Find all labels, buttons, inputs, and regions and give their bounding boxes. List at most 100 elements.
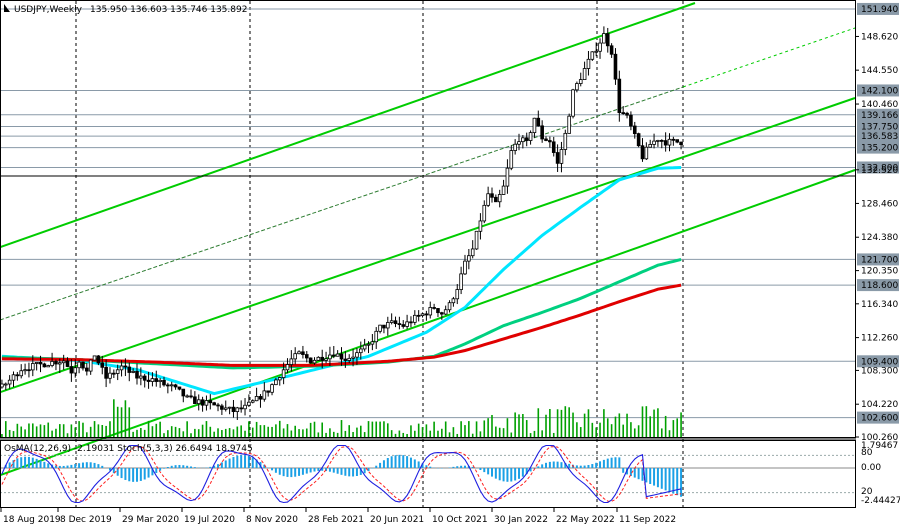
candle-body — [69, 366, 74, 374]
candle-body — [104, 366, 108, 379]
candle-body — [281, 369, 286, 378]
candle-body — [370, 341, 375, 345]
candle-body — [220, 405, 224, 410]
candle-body — [644, 146, 649, 160]
price-tick-label: 121.700 — [861, 255, 898, 265]
candle-body — [594, 50, 598, 53]
candle-body — [586, 58, 591, 69]
candle-body — [467, 255, 471, 262]
candle-body — [88, 359, 93, 372]
candle-body — [146, 379, 151, 382]
candle-body — [621, 112, 625, 115]
oscillator-header: OsMA(12,26,9) -2.19031 Stoch(5,3,3) 26.6… — [4, 444, 253, 454]
candle-body — [270, 384, 274, 393]
candle-body — [285, 364, 290, 371]
candle-body — [227, 406, 232, 409]
price-tick-label: 108.300 — [861, 366, 898, 376]
time-tick-label: 20 Jun 2021 — [370, 515, 424, 525]
candle-body — [551, 141, 556, 153]
candle-body — [598, 42, 602, 52]
candle-body — [679, 141, 683, 146]
candle-body — [447, 302, 452, 311]
candle-body — [609, 45, 614, 55]
price-level-tag — [857, 108, 899, 121]
candle-body — [166, 384, 170, 387]
candle-body — [154, 378, 159, 382]
main-frame — [0, 0, 856, 438]
symbol-arrow-icon — [4, 4, 10, 12]
candle-body — [58, 362, 62, 365]
candle-body — [3, 383, 8, 386]
oscillator-tick-label: -2.44427 — [861, 496, 900, 506]
candles — [0, 26, 683, 420]
candle-body — [517, 141, 521, 145]
time-tick-label: 8 Dec 2019 — [60, 515, 112, 525]
price-tick-label: 148.620 — [861, 32, 898, 42]
candle-body — [112, 372, 116, 375]
candle-body — [30, 363, 35, 371]
candle-body — [308, 357, 313, 364]
price-level-tag — [857, 84, 899, 97]
candle-body — [231, 406, 236, 413]
candle-body — [250, 400, 255, 403]
candle-body — [659, 140, 664, 142]
candle-body — [258, 396, 263, 400]
channel-extension-line — [682, 27, 856, 88]
candle-body — [455, 289, 460, 300]
candle-body — [386, 322, 390, 329]
candle-body — [625, 112, 629, 116]
candle-body — [478, 220, 483, 232]
price-tick-label: 137.750 — [861, 122, 898, 132]
candle-body — [212, 402, 216, 406]
candle-body — [27, 369, 31, 372]
time-tick-label: 18 Aug 2019 — [3, 515, 61, 525]
candle-body — [85, 367, 89, 372]
price-level-tag — [857, 355, 899, 368]
price-tick-label: 104.220 — [861, 400, 898, 410]
price-tick-label: 142.100 — [861, 86, 898, 96]
candle-body — [19, 370, 24, 377]
time-tick-label: 8 Nov 2020 — [246, 515, 298, 525]
candle-body — [501, 185, 506, 195]
candle-body — [443, 309, 448, 315]
price-tick-label: 135.200 — [861, 144, 898, 154]
candle-body — [139, 375, 143, 379]
price-tick-label: 132.520 — [861, 166, 898, 176]
candle-body — [652, 140, 656, 145]
candle-body — [544, 138, 548, 141]
candle-body — [605, 33, 610, 47]
price-level-tag — [857, 141, 899, 154]
candle-body — [200, 399, 205, 406]
candle-body — [243, 404, 247, 410]
candle-body — [331, 354, 336, 357]
candle-body — [567, 115, 571, 134]
candle-body — [389, 320, 394, 323]
candle-body — [293, 353, 297, 360]
candle-body — [15, 374, 20, 377]
candle-body — [169, 384, 174, 387]
channel-line — [0, 2, 696, 249]
candle-body — [38, 361, 43, 365]
symbol-label: USDJPY,Weekly — [14, 5, 83, 15]
candle-body — [470, 248, 475, 257]
candle-body — [436, 308, 440, 314]
candle-body — [142, 375, 147, 381]
candle-body — [50, 361, 54, 366]
candle-body — [100, 362, 105, 368]
candle-body — [162, 379, 166, 386]
candle-body — [339, 353, 344, 360]
candle-body — [324, 358, 328, 361]
candle-body — [193, 396, 197, 404]
price-tick-label: 118.600 — [861, 281, 898, 291]
time-axis: 18 Aug 2019 8 Dec 2019 29 Mar 2020 19 Jul 2… — [0, 508, 676, 525]
candle-body — [42, 363, 47, 368]
candle-body — [413, 314, 417, 323]
candle-body — [671, 138, 676, 141]
candle-body — [617, 78, 622, 114]
stoch-main-line — [1, 444, 682, 504]
candle-body — [555, 152, 560, 164]
candle-body — [636, 133, 641, 147]
candle-body — [524, 137, 529, 141]
price-tick-label: 100.260 — [861, 433, 898, 443]
